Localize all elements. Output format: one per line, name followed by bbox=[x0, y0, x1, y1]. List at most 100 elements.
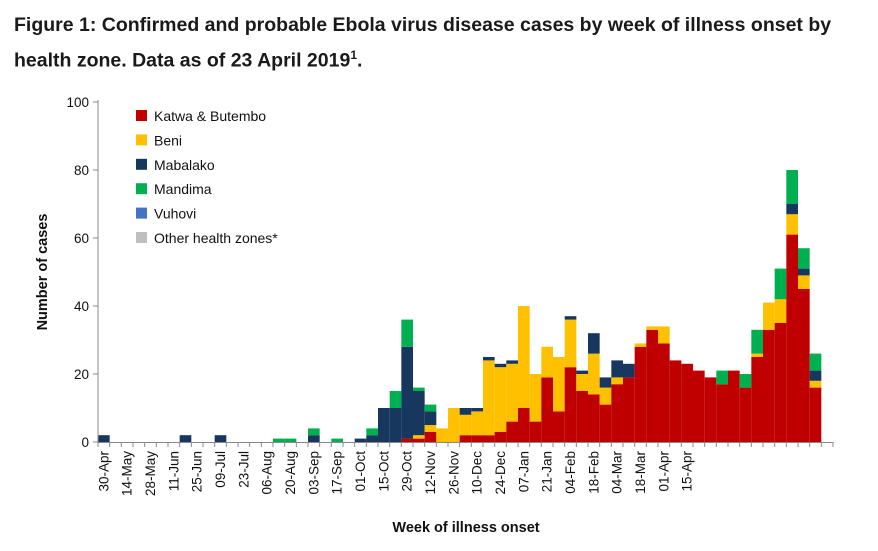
legend: Katwa & Butembo Beni Mabalako Mandima Vuhovi… bbox=[136, 108, 278, 246]
x-tick-label-15-Apr: 15-Apr bbox=[680, 451, 695, 492]
x-tick-label-15-Oct: 15-Oct bbox=[376, 451, 391, 492]
legend-label-0: Katwa & Butembo bbox=[154, 108, 266, 124]
bar-mandima-26 bbox=[401, 319, 413, 347]
x-tick-label-06-Aug: 06-Aug bbox=[260, 451, 275, 495]
bar-beni-60 bbox=[798, 275, 810, 289]
bar-beni-40 bbox=[564, 319, 577, 368]
bar-katwa-butembo-59 bbox=[786, 234, 798, 442]
x-tick-label-01-Apr: 01-Apr bbox=[656, 451, 671, 492]
bar-katwa-butembo-35 bbox=[506, 421, 518, 442]
bar-katwa-butembo-56 bbox=[751, 357, 763, 442]
bar-mandima-20 bbox=[331, 438, 343, 442]
bar-mabalako-27 bbox=[413, 391, 425, 436]
x-tick-label-12-Nov: 12-Nov bbox=[423, 451, 438, 495]
bar-beni-31 bbox=[459, 414, 472, 436]
x-tick-label-14-May: 14-May bbox=[120, 451, 135, 496]
bar-katwa-butembo-27 bbox=[413, 438, 425, 442]
bar-beni-28 bbox=[424, 425, 437, 432]
x-tick-label-11-Jun: 11-Jun bbox=[166, 451, 181, 491]
x-tick-label-07-Jan: 07-Jan bbox=[516, 451, 531, 492]
bar-mabalako-31 bbox=[459, 408, 472, 415]
bar-mabalako-40 bbox=[564, 316, 577, 320]
x-tick-label-04-Feb: 04-Feb bbox=[563, 451, 578, 494]
bar-beni-37 bbox=[529, 374, 542, 422]
x-tick-label-29-Oct: 29-Oct bbox=[400, 451, 415, 492]
bar-beni-35 bbox=[506, 363, 518, 422]
x-tick-label-23-Jul: 23-Jul bbox=[236, 451, 251, 488]
bar-mandima-23 bbox=[366, 428, 378, 436]
bar-katwa-butembo-28 bbox=[424, 431, 437, 442]
bar-katwa-butembo-32 bbox=[471, 435, 483, 442]
y-axis-title: Number of cases bbox=[35, 214, 51, 331]
bar-mabalako-18 bbox=[308, 435, 320, 442]
bar-katwa-butembo-37 bbox=[529, 421, 542, 442]
bar-mabalako-44 bbox=[611, 360, 623, 378]
bar-beni-41 bbox=[576, 374, 588, 391]
bar-katwa-butembo-43 bbox=[599, 404, 612, 442]
x-tick-label-01-Oct: 01-Oct bbox=[353, 451, 368, 492]
bar-mabalako-59 bbox=[786, 204, 798, 215]
bar-katwa-butembo-31 bbox=[459, 435, 472, 442]
bar-mabalako-60 bbox=[798, 268, 810, 276]
legend-label-1: Beni bbox=[154, 132, 182, 148]
bar-mabalako-24 bbox=[378, 408, 390, 442]
axes: 0 20 40 60 80 100 30-Apr 14-May 28-May 11-Jun 25-J… bbox=[66, 95, 834, 496]
bar-katwa-butembo-36 bbox=[518, 408, 530, 442]
legend-label-5: Other health zones* bbox=[154, 230, 278, 246]
bar-mabalako-42 bbox=[588, 333, 600, 354]
bar-mandima-56 bbox=[751, 329, 763, 354]
bar-mandima-25 bbox=[389, 391, 402, 408]
bar-mandima-58 bbox=[774, 268, 787, 300]
bar-mandima-59 bbox=[786, 170, 798, 204]
y-tick-label-80: 80 bbox=[74, 163, 89, 178]
x-tick-label-25-Jun: 25-Jun bbox=[190, 451, 205, 492]
bar-katwa-butembo-48 bbox=[658, 343, 670, 442]
bar-katwa-butembo-45 bbox=[623, 377, 635, 442]
bar-katwa-butembo-52 bbox=[704, 377, 717, 442]
x-tick-label-17-Sep: 17-Sep bbox=[330, 451, 345, 495]
bar-mandima-55 bbox=[739, 374, 752, 388]
bar-layer bbox=[98, 170, 822, 442]
bar-mabalako-23 bbox=[366, 435, 378, 442]
legend-label-3: Mandima bbox=[154, 181, 212, 197]
bar-beni-32 bbox=[471, 411, 483, 436]
bar-mabalako-10 bbox=[214, 435, 227, 442]
y-tick-label-100: 100 bbox=[66, 95, 89, 110]
y-tick-label-20: 20 bbox=[74, 367, 89, 382]
legend-swatch-4 bbox=[136, 207, 147, 219]
bar-mabalako-34 bbox=[494, 363, 507, 368]
y-tick-label-40: 40 bbox=[74, 299, 89, 314]
bar-mandima-28 bbox=[424, 404, 437, 412]
x-tick-label-20-Aug: 20-Aug bbox=[283, 451, 298, 495]
bar-beni-33 bbox=[483, 360, 495, 436]
bar-katwa-butembo-55 bbox=[739, 387, 752, 442]
legend-swatch-0 bbox=[136, 110, 147, 121]
x-tick-label-28-May: 28-May bbox=[143, 451, 158, 496]
y-tick-label-60: 60 bbox=[74, 231, 89, 246]
bar-katwa-butembo-38 bbox=[541, 377, 553, 442]
bar-mabalako-26 bbox=[401, 346, 413, 439]
bar-katwa-butembo-47 bbox=[646, 329, 658, 442]
bar-mabalako-41 bbox=[576, 370, 588, 374]
x-tick-label-18-Mar: 18-Mar bbox=[633, 451, 648, 494]
bar-mabalako-25 bbox=[389, 408, 402, 442]
bar-katwa-butembo-42 bbox=[588, 394, 600, 442]
legend-swatch-3 bbox=[136, 183, 147, 195]
bar-katwa-butembo-40 bbox=[564, 367, 577, 442]
bar-beni-48 bbox=[658, 326, 670, 344]
bar-katwa-butembo-39 bbox=[553, 411, 565, 442]
bar-beni-61 bbox=[809, 380, 822, 388]
bar-katwa-butembo-50 bbox=[681, 363, 693, 442]
bar-mabalako-28 bbox=[424, 411, 437, 425]
legend-label-2: Mabalako bbox=[154, 157, 215, 173]
bar-katwa-butembo-44 bbox=[611, 384, 623, 442]
x-tick-label-30-Apr: 30-Apr bbox=[96, 451, 111, 492]
bar-beni-47 bbox=[646, 326, 658, 330]
bar-katwa-butembo-57 bbox=[763, 329, 775, 442]
bar-katwa-butembo-46 bbox=[634, 346, 647, 442]
bar-katwa-butembo-58 bbox=[774, 323, 787, 442]
bar-katwa-butembo-61 bbox=[809, 387, 822, 442]
legend-label-4: Vuhovi bbox=[154, 206, 196, 222]
bar-beni-42 bbox=[588, 353, 600, 395]
